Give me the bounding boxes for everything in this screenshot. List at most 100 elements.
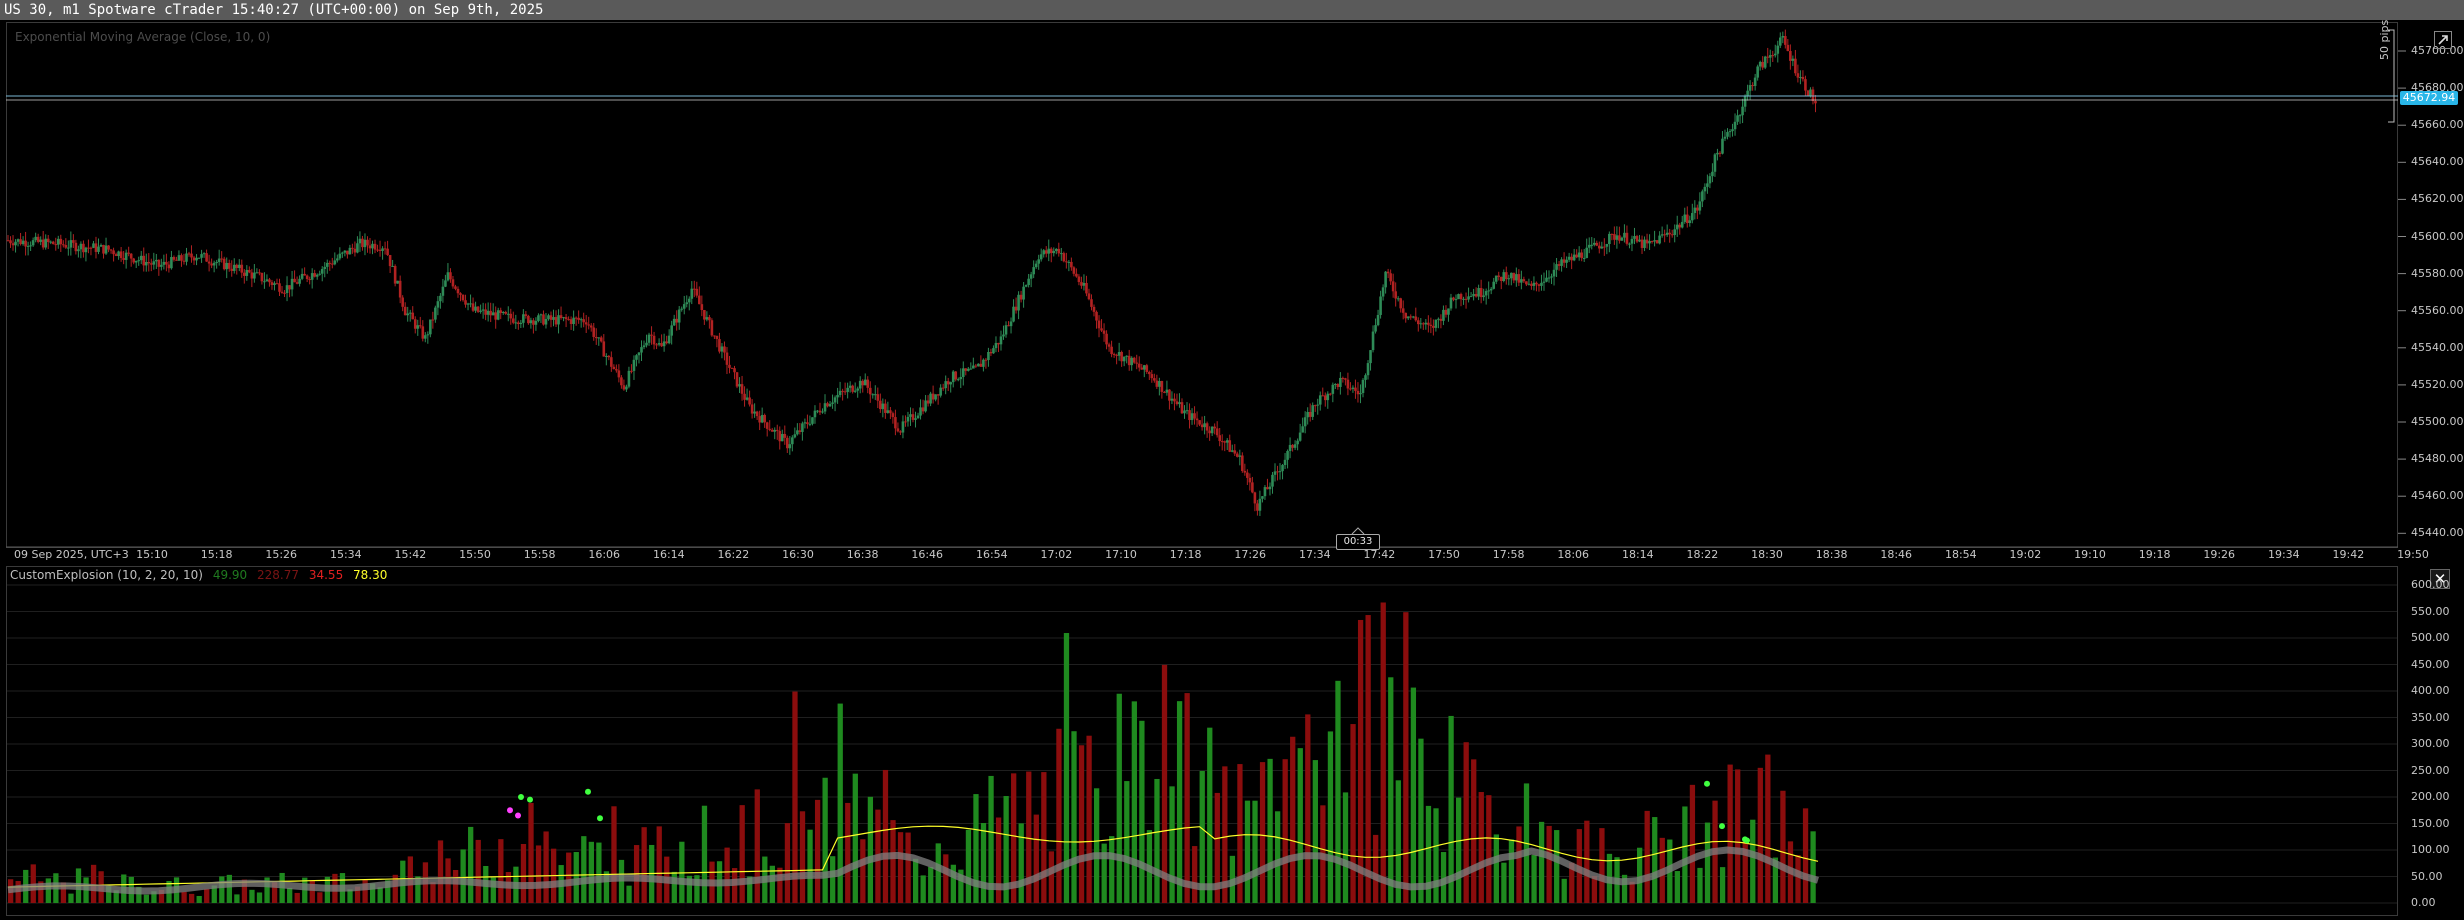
histogram-bar [1742,841,1748,903]
candle-body [26,245,30,247]
candle-body [89,247,93,249]
indicator-label[interactable]: CustomExplosion (10, 2, 20, 10) 49.90 22… [10,568,393,582]
histogram-bar [143,894,150,903]
close-icon[interactable]: ✕ [2430,569,2450,589]
time-axis-tick: 19:34 [2267,548,2300,561]
histogram-bar [694,875,700,903]
candle-body [353,248,357,253]
candle-body [665,341,668,344]
price-axis-tick: 45500.00 [2411,415,2464,428]
candle-body [1306,411,1309,418]
histogram-bar [354,886,361,903]
candle-body [11,243,15,246]
candle-body [708,317,711,321]
candle-body [828,403,832,407]
candle-body [205,253,208,262]
indicator-axis-tick: 600.00 [2411,578,2450,591]
candle-body [333,260,337,265]
candle-body [926,400,930,404]
candle-body [39,239,42,242]
candle-body [278,283,281,292]
histogram-bar [995,817,1002,903]
histogram-bar [1621,874,1628,903]
candle-body [1168,389,1171,401]
candle-body [1077,276,1081,283]
candle-body [1723,136,1727,139]
candle-body [1165,389,1169,393]
candle-body [687,298,691,303]
signal-dot [507,807,513,814]
histogram-bar [1033,814,1039,903]
candle-body [1449,297,1453,309]
candle-body [1263,487,1267,497]
candle-body [1251,482,1254,493]
candle-body [1065,261,1068,263]
histogram-bar [626,885,632,903]
indicator-frame[interactable] [6,566,2398,916]
candle-body [464,300,467,305]
candle-body [891,413,895,418]
histogram-bar [1772,857,1779,903]
candle-body [486,310,490,315]
candle-body [1502,272,1506,281]
histogram-bar [1750,819,1756,903]
candle-body [124,252,128,260]
candle-body [783,433,787,438]
candle-body [851,385,854,392]
candle-body [1329,393,1332,395]
candle-body [657,343,661,345]
ema-indicator-label[interactable]: Exponential Moving Average (Close, 10, 0… [15,30,271,44]
histogram-bar [1440,852,1447,903]
candle-body [871,394,875,396]
candle-body [9,240,12,244]
histogram-bar [1350,724,1356,903]
price-axis-tick: 45660.00 [2411,118,2464,132]
candle-body [1185,410,1189,412]
histogram-bar [1425,805,1432,903]
histogram-bar [234,894,240,903]
histogram-bar [68,893,74,903]
candle-body [1726,132,1729,137]
candle-body [132,258,135,263]
candle-body [982,359,985,367]
candle-body [1404,312,1408,319]
candle-body [411,312,415,320]
candle-body [1080,282,1083,286]
candle-body [584,322,588,325]
candle-body [1497,275,1501,277]
external-link-icon[interactable] [2434,31,2452,49]
candle-body [1396,298,1400,300]
candle-body [1427,322,1430,325]
candle-body [1180,402,1184,414]
candle-body [1007,325,1010,327]
histogram-bar [928,866,934,903]
candle-body [1670,234,1674,236]
candle-body [1140,367,1144,370]
candle-body [1713,154,1717,172]
candle-body [1384,271,1387,288]
candle-body [1364,375,1367,380]
histogram-bar [822,777,828,903]
candle-body [1416,320,1420,325]
candle-body [1301,426,1304,433]
candle-body [1213,426,1216,429]
candle-body [1758,61,1762,67]
candle-body [283,292,286,294]
candle-body [222,258,226,270]
candle-body [977,363,980,367]
candle-body [863,379,867,386]
candle-body [1389,273,1392,282]
candle-body [165,261,168,265]
candle-body [547,315,550,319]
candle-body [1339,377,1342,387]
time-axis-tick: 15:42 [394,548,427,561]
candle-body [1230,450,1234,452]
candle-body [44,238,48,248]
candle-body [476,306,480,312]
histogram-bar [830,856,836,903]
candle-body [290,278,294,290]
candle-body [1454,299,1458,301]
histogram-bar [837,703,843,903]
candle-body [901,421,905,433]
